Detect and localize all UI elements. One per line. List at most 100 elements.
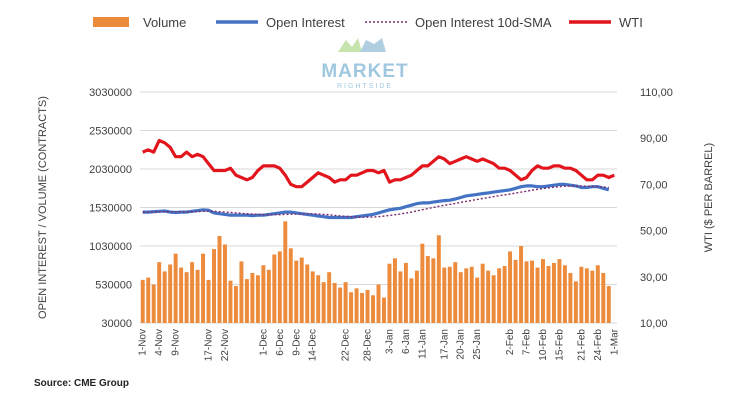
volume-bar [475,277,480,323]
x-tick-label: 25-Jan [472,329,483,360]
volume-bar [403,262,408,323]
open-interest-line [142,182,610,220]
volume-bar [201,253,206,323]
volume-bar [530,260,534,323]
volume-bar [590,270,595,323]
volume-bar [376,284,381,323]
volume-bar [310,271,315,323]
x-tick-label: 11-Jan [417,329,428,359]
volume-bar [425,256,430,323]
volume-bar [294,260,299,323]
volume-bar [365,289,370,323]
volume-bar [349,292,354,323]
volume-bar [321,282,326,323]
volume-bar [151,284,156,323]
x-tick-label: 3-Jan [384,329,395,354]
volume-bar [244,279,249,323]
volume-bar [524,261,529,323]
volume-bar [458,272,463,323]
volume-bar [398,271,403,323]
x-tick-label: 4-Nov [154,329,165,356]
volume-bar [288,248,293,323]
x-tick-label: 2-Feb [505,329,516,356]
volume-bar [595,265,600,323]
volume-bar [157,262,162,323]
x-tick-label: 17-Jan [439,329,450,360]
y-right-tick-label: 30,00 [640,272,668,284]
volume-bars [140,221,611,323]
volume-bar [190,262,195,323]
volume-bar [584,268,589,323]
volume-bar [508,251,513,323]
legend-swatch-volume [93,17,129,27]
volume-bar [414,270,419,323]
volume-bar [327,272,332,323]
y-right-tick-label: 110,00 [640,87,673,99]
volume-bar [217,235,222,323]
x-tick-label: 1-Dec [258,329,269,356]
volume-bar [239,261,244,323]
volume-bar [480,263,485,323]
volume-bar [332,282,337,323]
volume-bar [266,269,271,323]
volume-bar [140,279,145,323]
volume-bar [551,262,556,323]
volume-bar [162,271,167,323]
volume-bar [305,264,310,323]
volume-bar [382,297,386,323]
volume-bar [486,270,491,323]
open-interest-sma-line [142,185,609,218]
y-right-tick-label: 50,00 [640,226,668,238]
x-tick-label: 20-Jan [456,329,467,360]
x-tick-label: 17-Nov [204,329,215,361]
volume-bar [606,286,611,323]
volume-bar [206,279,211,323]
volume-bar [179,267,184,323]
volume-bar [228,280,233,323]
series-lines [142,138,615,220]
volume-bar [338,287,343,323]
y-right-tick-label: 70,00 [640,179,668,191]
volume-bar [223,244,227,323]
y-right-tick-label: 90,00 [640,133,668,145]
y-left-tick-label: 30000 [101,318,132,330]
x-tick-label: 14-Dec [308,329,319,361]
y-left-tick-label: 2530000 [89,126,132,138]
volume-bar [387,263,392,323]
volume-bar [354,288,359,323]
volume-bar [371,295,375,323]
x-tick-label: 28-Dec [363,329,374,361]
volume-bar [184,272,189,323]
volume-bar [212,249,216,323]
volume-bar [431,258,436,323]
x-tick-label: 9-Dec [291,329,302,356]
volume-bar [464,268,469,323]
y-left-tick-label: 3030000 [89,87,132,99]
volume-bar [535,267,540,323]
volume-bar [491,275,496,323]
y-left-tick-label: 2030000 [89,164,132,176]
volume-bar [409,278,414,323]
wti-line [142,138,615,189]
volume-bar [261,265,266,323]
volume-bar [447,266,452,323]
volume-bar [299,257,304,323]
volume-bar [579,266,584,323]
legend-label: Open Interest 10d-SMA [415,15,552,30]
y-left-tick-label: 1530000 [89,203,132,215]
x-tick-label: 6-Dec [275,329,286,356]
x-tick-label: 1-Mar [609,328,620,355]
source-note: Source: CME Group [34,378,130,389]
volume-bar [601,272,606,323]
volume-bar [233,286,238,323]
volume-bar [469,266,474,323]
legend-label: WTI [619,15,643,30]
x-tick-label: 22-Dec [341,329,352,361]
y-left-axis-title: OPEN INTEREST / VOLUME (CONTRACTS) [37,96,49,319]
axes: 30000 530000 1030000 1530000 2030000 2530000 3… [37,87,715,361]
volume-bar [557,259,562,323]
x-tick-label: 24-Feb [593,329,604,361]
x-tick-label: 6-Jan [401,329,412,354]
